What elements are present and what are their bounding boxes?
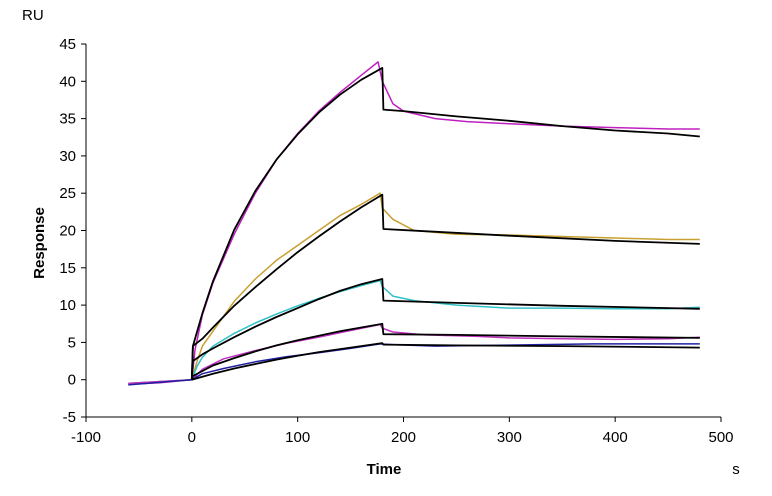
x-tick-label: -100 [71, 429, 101, 446]
measured-curve [128, 61, 700, 385]
x-tick-label: 400 [603, 429, 628, 446]
x-tick-label: 300 [497, 429, 522, 446]
y-tick-label: -5 [63, 409, 76, 426]
x-tick-label: 200 [391, 429, 416, 446]
measured-curve [128, 323, 700, 385]
fit-curve [190, 67, 700, 380]
fit-curve [190, 322, 700, 380]
measured-curve [128, 192, 700, 385]
y-tick-label: 0 [68, 372, 76, 389]
y-axis-title: Response [31, 207, 48, 279]
y-tick-label: 15 [59, 260, 76, 277]
y-ticks: -5 0 5 10 15 20 25 30 35 40 45 [59, 36, 86, 426]
y-tick-label: 5 [68, 334, 76, 351]
y-tick-label: 10 [59, 297, 76, 314]
y-tick-label: 35 [59, 111, 76, 128]
y-tick-label: 30 [59, 148, 76, 165]
x-tick-label: 500 [708, 429, 733, 446]
x-axis-title: Time [367, 461, 402, 478]
series-layer [128, 61, 700, 386]
x-tick-label: 0 [188, 429, 196, 446]
y-tick-label: 45 [59, 36, 76, 53]
x-unit-label: s [732, 461, 740, 478]
fit-curve [190, 193, 700, 380]
x-ticks: -100 0 100 200 300 400 500 [71, 417, 734, 446]
y-tick-label: 20 [59, 223, 76, 240]
y-tick-label: 25 [59, 185, 76, 202]
fit-curve [190, 278, 700, 380]
x-tick-label: 100 [285, 429, 310, 446]
y-tick-label: 40 [59, 73, 76, 90]
measured-curve [128, 279, 700, 385]
y-unit-label: RU [22, 7, 44, 24]
fit-curve [191, 342, 700, 381]
